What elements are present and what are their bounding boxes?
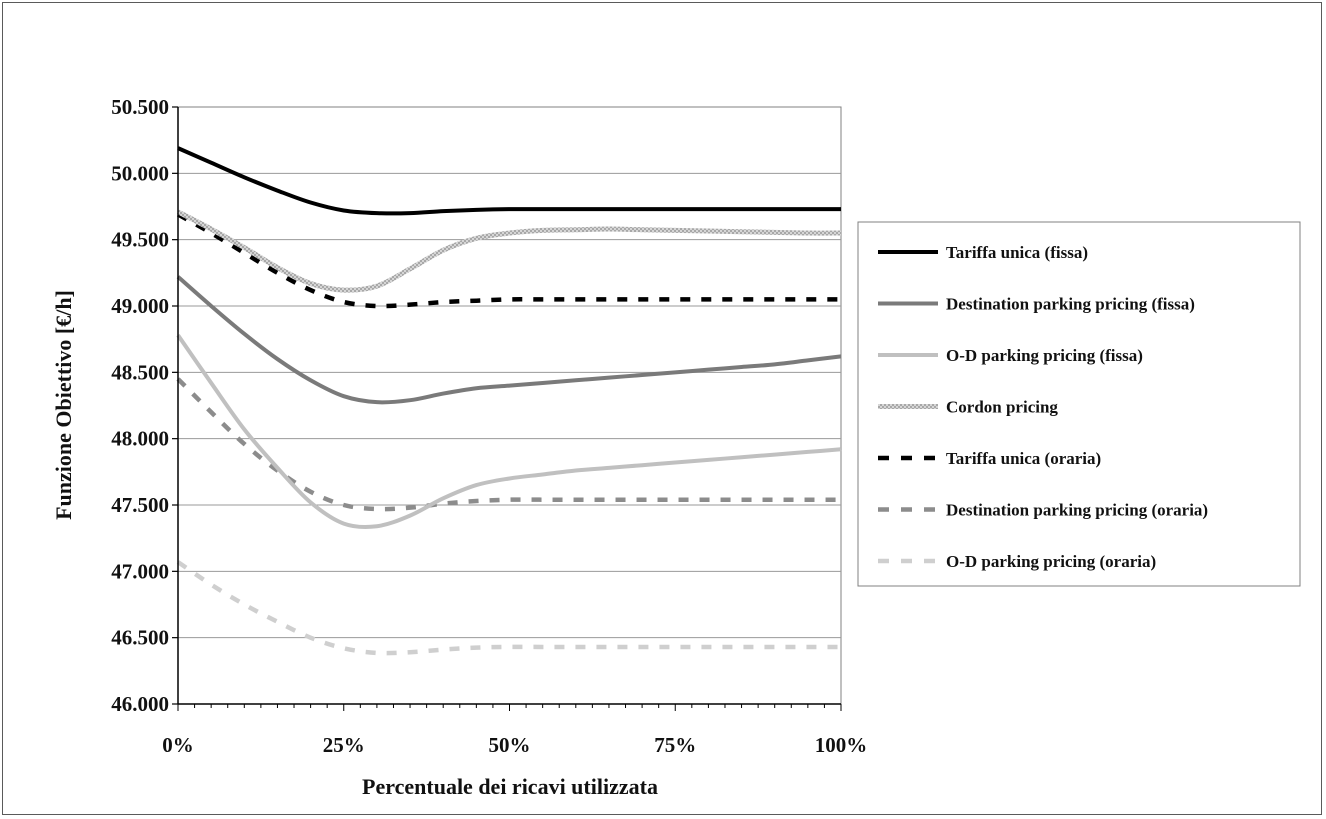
x-tick-labels: 0% 25% 50% 75% 100% <box>162 704 867 757</box>
x-tick-label: 50% <box>489 733 531 757</box>
y-tick-label: 49.000 <box>111 294 169 318</box>
y-tick-label: 46.500 <box>111 626 169 650</box>
legend-label: O-D parking pricing (fissa) <box>946 346 1143 365</box>
y-axis-title: Funzione Obiettivo [€/h] <box>51 290 76 520</box>
x-axis-title: Percentuale dei ricavi utilizzata <box>362 774 658 799</box>
y-tick-label: 48.000 <box>111 427 169 451</box>
series-layer <box>176 146 842 656</box>
x-tick-label: 75% <box>654 733 696 757</box>
legend-label: Destination parking pricing (oraria) <box>946 501 1208 520</box>
gridlines <box>178 172 841 639</box>
legend-label: O-D parking pricing (oraria) <box>946 552 1156 571</box>
legend-label: Tariffa unica (oraria) <box>946 449 1101 468</box>
y-tick-label: 47.000 <box>111 559 169 583</box>
y-tick-label: 46.000 <box>111 692 169 716</box>
y-tick-labels: 46.000 46.500 47.000 47.500 48.000 48.500 49.0… <box>111 95 178 716</box>
series-line-7 <box>176 560 841 656</box>
x-tick-label: 25% <box>323 733 365 757</box>
y-tick-label: 50.000 <box>111 161 169 185</box>
y-tick-label: 48.500 <box>111 360 169 384</box>
legend-label: Tariffa unica (fissa) <box>946 243 1088 262</box>
series-line-1 <box>177 146 841 216</box>
legend: Tariffa unica (fissa) Destination parking… <box>857 221 1301 587</box>
y-tick-label: 49.500 <box>111 228 169 252</box>
series-line-3 <box>176 334 842 530</box>
series-line-5 <box>176 212 841 309</box>
y-tick-label: 50.500 <box>111 95 169 119</box>
plot-area <box>177 106 842 705</box>
y-tick-label: 47.500 <box>111 493 169 517</box>
x-tick-label: 0% <box>162 733 194 757</box>
series-line-2 <box>176 275 842 405</box>
legend-label: Destination parking pricing (fissa) <box>946 295 1195 314</box>
legend-label: Cordon pricing <box>946 398 1058 417</box>
series-line-4 <box>176 209 842 293</box>
x-tick-label: 100% <box>815 733 868 757</box>
